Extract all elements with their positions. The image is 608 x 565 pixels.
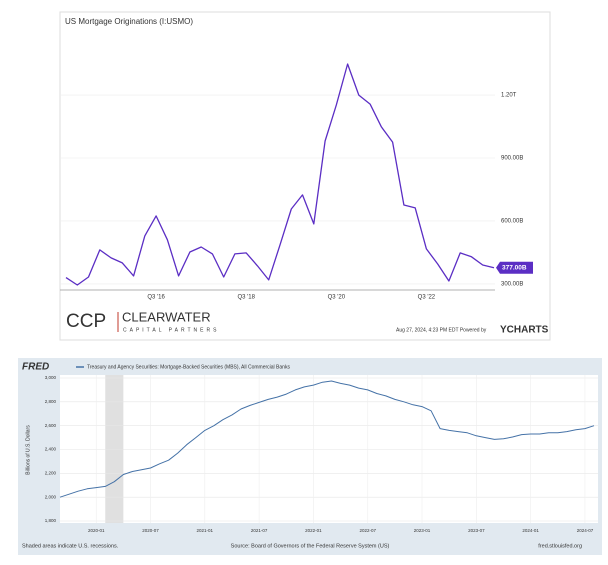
provider: YCHARTS <box>500 325 549 336</box>
y-tick-label: 2,400 <box>45 447 57 452</box>
value-flag <box>496 261 533 274</box>
timestamp: Aug 27, 2024, 4:23 PM EDT Powered by <box>396 327 487 333</box>
y-axis-label: Billions of U.S. Dollars <box>25 425 31 475</box>
x-tick-label: 2022-07 <box>359 528 376 533</box>
x-tick-label: 2024-01 <box>522 528 539 533</box>
y-tick-label: 2,200 <box>45 471 57 476</box>
x-tick-label: 2023-01 <box>414 528 431 533</box>
x-tick-label: 2022-01 <box>305 528 322 533</box>
x-tick-label: 2020-07 <box>142 528 159 533</box>
y-tick-label: 2,600 <box>45 423 57 428</box>
logo-name: CLEARWATER <box>122 309 211 324</box>
recession-note: Shaded areas indicate U.S. recessions. <box>22 543 119 549</box>
logo-mark: CCP <box>66 311 106 332</box>
source: Source: Board of Governors of the Federa… <box>231 543 390 549</box>
series-line <box>65 63 495 286</box>
chart-title: US Mortgage Originations (I:USMO) <box>65 17 193 26</box>
x-tick-label: Q3 '22 <box>418 295 436 301</box>
x-tick-label: 2024-07 <box>577 528 594 533</box>
logo-tagline: CAPITAL PARTNERS <box>123 327 219 333</box>
y-tick-label: 300.00B <box>501 281 523 287</box>
x-tick-label: 2021-01 <box>197 528 214 533</box>
series-line <box>59 380 595 498</box>
x-tick-label: Q3 '20 <box>328 295 346 301</box>
x-tick-label: Q3 '18 <box>237 295 255 301</box>
url: fred.stlouisfed.org <box>538 543 582 549</box>
recession-band <box>105 375 124 523</box>
legend-label: Treasury and Agency Securities: Mortgage… <box>87 364 290 370</box>
y-tick-label: 3,000 <box>45 375 57 380</box>
plot-background <box>60 375 598 523</box>
y-tick-label: 1,800 <box>45 518 57 523</box>
x-tick-label: Q3 '16 <box>147 295 165 301</box>
top-chart-frame <box>59 11 551 341</box>
x-tick-label: 2020-01 <box>88 528 105 533</box>
fred-logo: FRED <box>22 362 49 373</box>
y-tick-label: 2,800 <box>45 399 57 404</box>
y-tick-label: 2,000 <box>45 494 57 499</box>
y-tick-label: 900.00B <box>501 156 523 162</box>
x-tick-label: 2023-07 <box>468 528 485 533</box>
y-tick-label: 1.20T <box>501 93 517 99</box>
x-tick-label: 2021-07 <box>251 528 268 533</box>
value-label: 377.00B <box>502 264 527 271</box>
y-tick-label: 600.00B <box>501 219 523 225</box>
